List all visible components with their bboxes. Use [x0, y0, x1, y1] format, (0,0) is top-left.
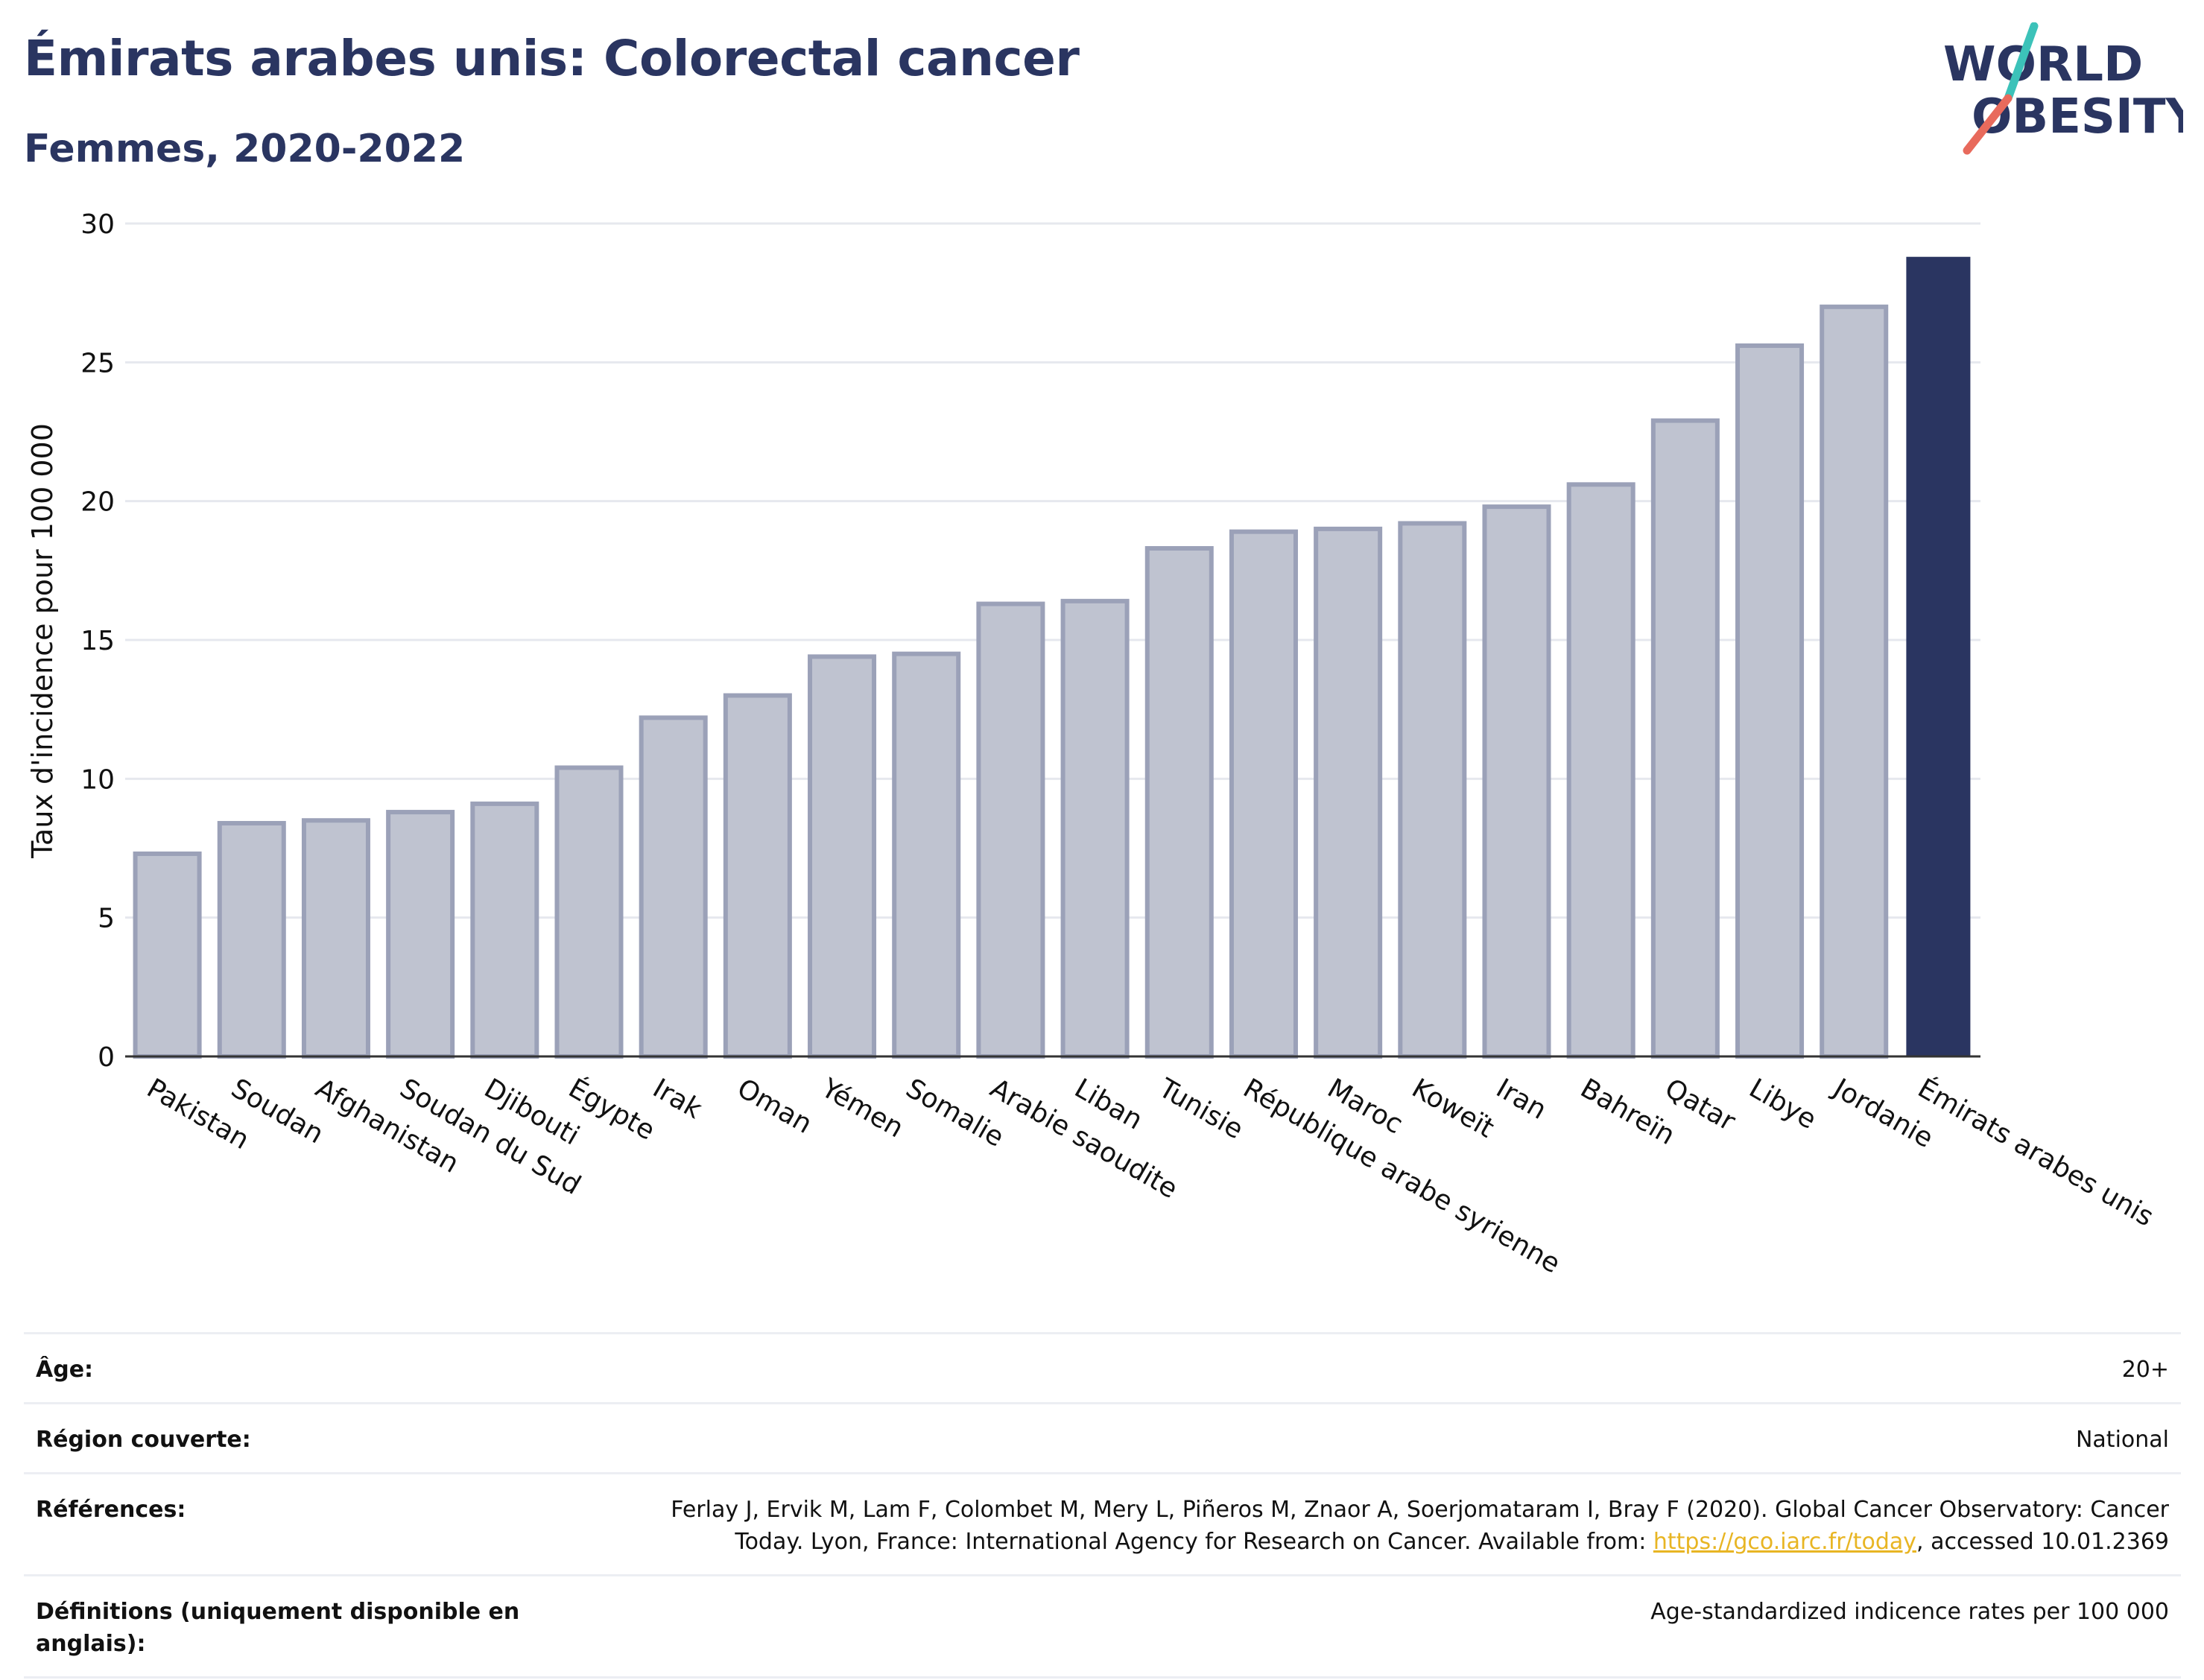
- bar: [639, 715, 708, 1059]
- reference-text-line-2: Today. Lyon, France: International Agenc…: [735, 1529, 1653, 1555]
- bar: [1482, 504, 1551, 1059]
- metadata-row-age: Âge: 20+: [24, 1332, 2181, 1404]
- world-obesity-logo: WORLD OBESITY: [1943, 22, 2183, 155]
- bar: [976, 601, 1045, 1059]
- x-tick-label: Bahreïn: [1575, 1073, 1679, 1151]
- metadata-key: Références:: [24, 1472, 539, 1576]
- chart-subtitle: Femmes, 2020-2022: [24, 127, 466, 171]
- metadata-value: Ferlay J, Ervik M, Lam F, Colombet M, Me…: [539, 1472, 2181, 1576]
- reference-text-accessed: , accessed 10.01.2369: [1916, 1529, 2169, 1555]
- y-tick-label: 30: [80, 209, 115, 240]
- reference-text-line-1: Ferlay J, Ervik M, Lam F, Colombet M, Me…: [671, 1497, 2169, 1523]
- metadata-row-references: Références: Ferlay J, Ervik M, Lam F, Co…: [24, 1472, 2181, 1576]
- x-tick-label: Émirats arabes unis: [1913, 1072, 2159, 1232]
- bar-chart: 0 5 10 15 20 25 30 PakistanSoudanAfghanistanSo…: [26, 209, 2159, 1280]
- bar: [301, 818, 370, 1059]
- bar: [217, 820, 286, 1059]
- metadata-value: 20+: [539, 1332, 2181, 1404]
- x-tick-label: Tunisie: [1153, 1073, 1248, 1146]
- bar: [133, 851, 202, 1059]
- bar: [1566, 482, 1635, 1059]
- bar: [1650, 418, 1720, 1059]
- x-tick-label: Irak: [647, 1073, 707, 1125]
- metadata-value: Age-standardized indicence rates per 100…: [539, 1574, 2181, 1679]
- y-tick-labels: 0 5 10 15 20 25 30: [80, 209, 115, 1073]
- chart-title: Émirats arabes unis: Colorectal cancer: [24, 30, 1080, 87]
- x-tick-label: Yémen: [816, 1073, 909, 1144]
- y-axis-label: Taux d'incidence pour 100 000: [26, 423, 59, 859]
- bar: [892, 651, 961, 1059]
- bars: [133, 256, 1971, 1059]
- metadata-table: Âge: 20+ Région couverte: National Référ…: [24, 1332, 2181, 1679]
- metadata-row-definitions: Définitions (uniquement disponible en an…: [24, 1574, 2181, 1679]
- x-tick-label: Iran: [1491, 1073, 1551, 1126]
- bar: [1906, 256, 1971, 1057]
- bar: [554, 765, 624, 1059]
- y-tick-label: 20: [80, 487, 115, 518]
- bar: [1314, 526, 1383, 1059]
- y-tick-label: 15: [80, 626, 115, 656]
- metadata-key: Définitions (uniquement disponible en an…: [24, 1574, 539, 1679]
- bar: [1060, 598, 1130, 1059]
- x-tick-label: Koweït: [1407, 1073, 1499, 1144]
- bar: [1229, 529, 1298, 1059]
- bar: [1735, 343, 1805, 1059]
- reference-link[interactable]: https://gco.iarc.fr/today: [1653, 1529, 1917, 1555]
- metadata-key: Âge:: [24, 1332, 539, 1404]
- bar: [386, 810, 455, 1059]
- bar: [1144, 546, 1214, 1059]
- bar: [723, 693, 792, 1059]
- bar: [1820, 304, 1889, 1059]
- metadata-key: Région couverte:: [24, 1402, 539, 1474]
- x-tick-label: Oman: [732, 1073, 817, 1140]
- metadata-value: National: [539, 1402, 2181, 1474]
- x-tick-label: Afghanistan: [310, 1073, 463, 1179]
- logo-stripe-coral: [1963, 94, 2013, 155]
- metadata-row-region: Région couverte: National: [24, 1402, 2181, 1474]
- logo-stripe-teal: [2004, 22, 2039, 103]
- y-tick-label: 5: [98, 904, 115, 934]
- logo-line-1: WORLD: [1943, 37, 2143, 92]
- bar: [1398, 521, 1467, 1059]
- bar: [470, 801, 539, 1059]
- y-tick-label: 0: [98, 1042, 115, 1073]
- y-tick-label: 10: [80, 764, 115, 795]
- x-tick-label: Libye: [1744, 1073, 1822, 1135]
- bar: [808, 654, 877, 1059]
- y-tick-label: 25: [80, 348, 115, 378]
